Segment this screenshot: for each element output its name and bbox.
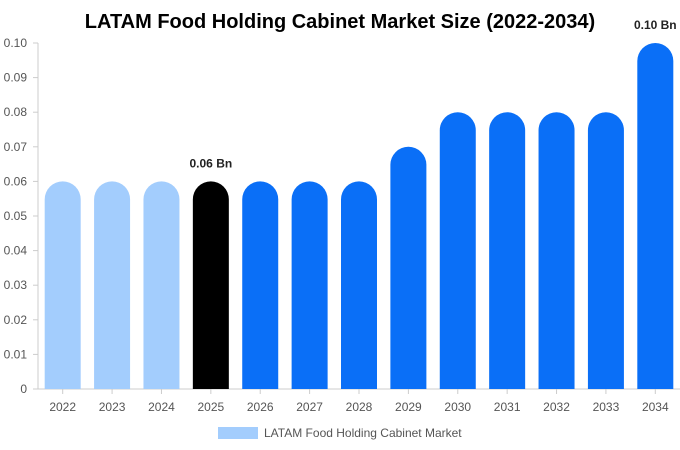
legend: LATAM Food Holding Cabinet Market [218,426,462,440]
y-tick-label: 0.09 [4,71,28,85]
legend-label: LATAM Food Holding Cabinet Market [264,426,462,440]
x-tick-label: 2023 [99,400,126,414]
bar-2028 [341,181,377,389]
bar-2032 [538,112,575,389]
y-tick-label: 0.08 [4,105,28,119]
x-tick-label: 2026 [247,400,274,414]
y-tick-label: 0.06 [4,174,28,188]
x-tick-label: 2030 [444,400,471,414]
bar-2033 [587,112,624,389]
bar-2030 [439,112,476,389]
x-tick-label: 2032 [543,400,570,414]
y-axis: 0 0.01 0.02 0.03 0.04 0.05 0.06 0.07 0.08 0.09 0.1… [4,36,39,396]
x-tick-label: 2027 [296,400,323,414]
bar-2022 [44,181,81,389]
x-tick-label: 2028 [346,400,373,414]
data-label-2034: 0.10 Bn [634,18,677,32]
bar-2031 [489,112,526,389]
x-tick-label: 2034 [642,400,669,414]
bar-2025 [192,181,229,389]
y-tick-label: 0.05 [4,209,28,223]
y-tick-label: 0.01 [4,347,28,361]
x-tick-label: 2033 [593,400,620,414]
y-tick-label: 0.04 [4,244,28,258]
bar-2024 [143,181,180,389]
y-tick-label: 0.07 [4,140,28,154]
x-axis: 2022 2023 2024 2025 2026 2027 2028 2029 2030 2031… [38,388,680,414]
bar-2027 [291,181,328,389]
bars [44,43,674,389]
data-labels: 0.06 Bn 0.10 Bn [190,18,677,170]
bar-2026 [242,181,279,389]
x-tick-label: 2022 [49,400,76,414]
legend-swatch [218,427,258,439]
bar-2034 [637,43,674,389]
x-tick-label: 2029 [395,400,422,414]
x-tick-label: 2024 [148,400,175,414]
y-tick-label: 0.02 [4,313,28,327]
y-tick-label: 0.03 [4,278,28,292]
x-tick-label: 2025 [197,400,224,414]
data-label-2025: 0.06 Bn [190,156,233,170]
bar-2023 [94,181,131,389]
chart-title: LATAM Food Holding Cabinet Market Size (… [85,11,595,33]
y-tick-label: 0 [20,382,27,396]
x-tick-label: 2031 [494,400,521,414]
y-tick-label: 0.10 [4,36,28,50]
bar-2029 [390,146,427,389]
